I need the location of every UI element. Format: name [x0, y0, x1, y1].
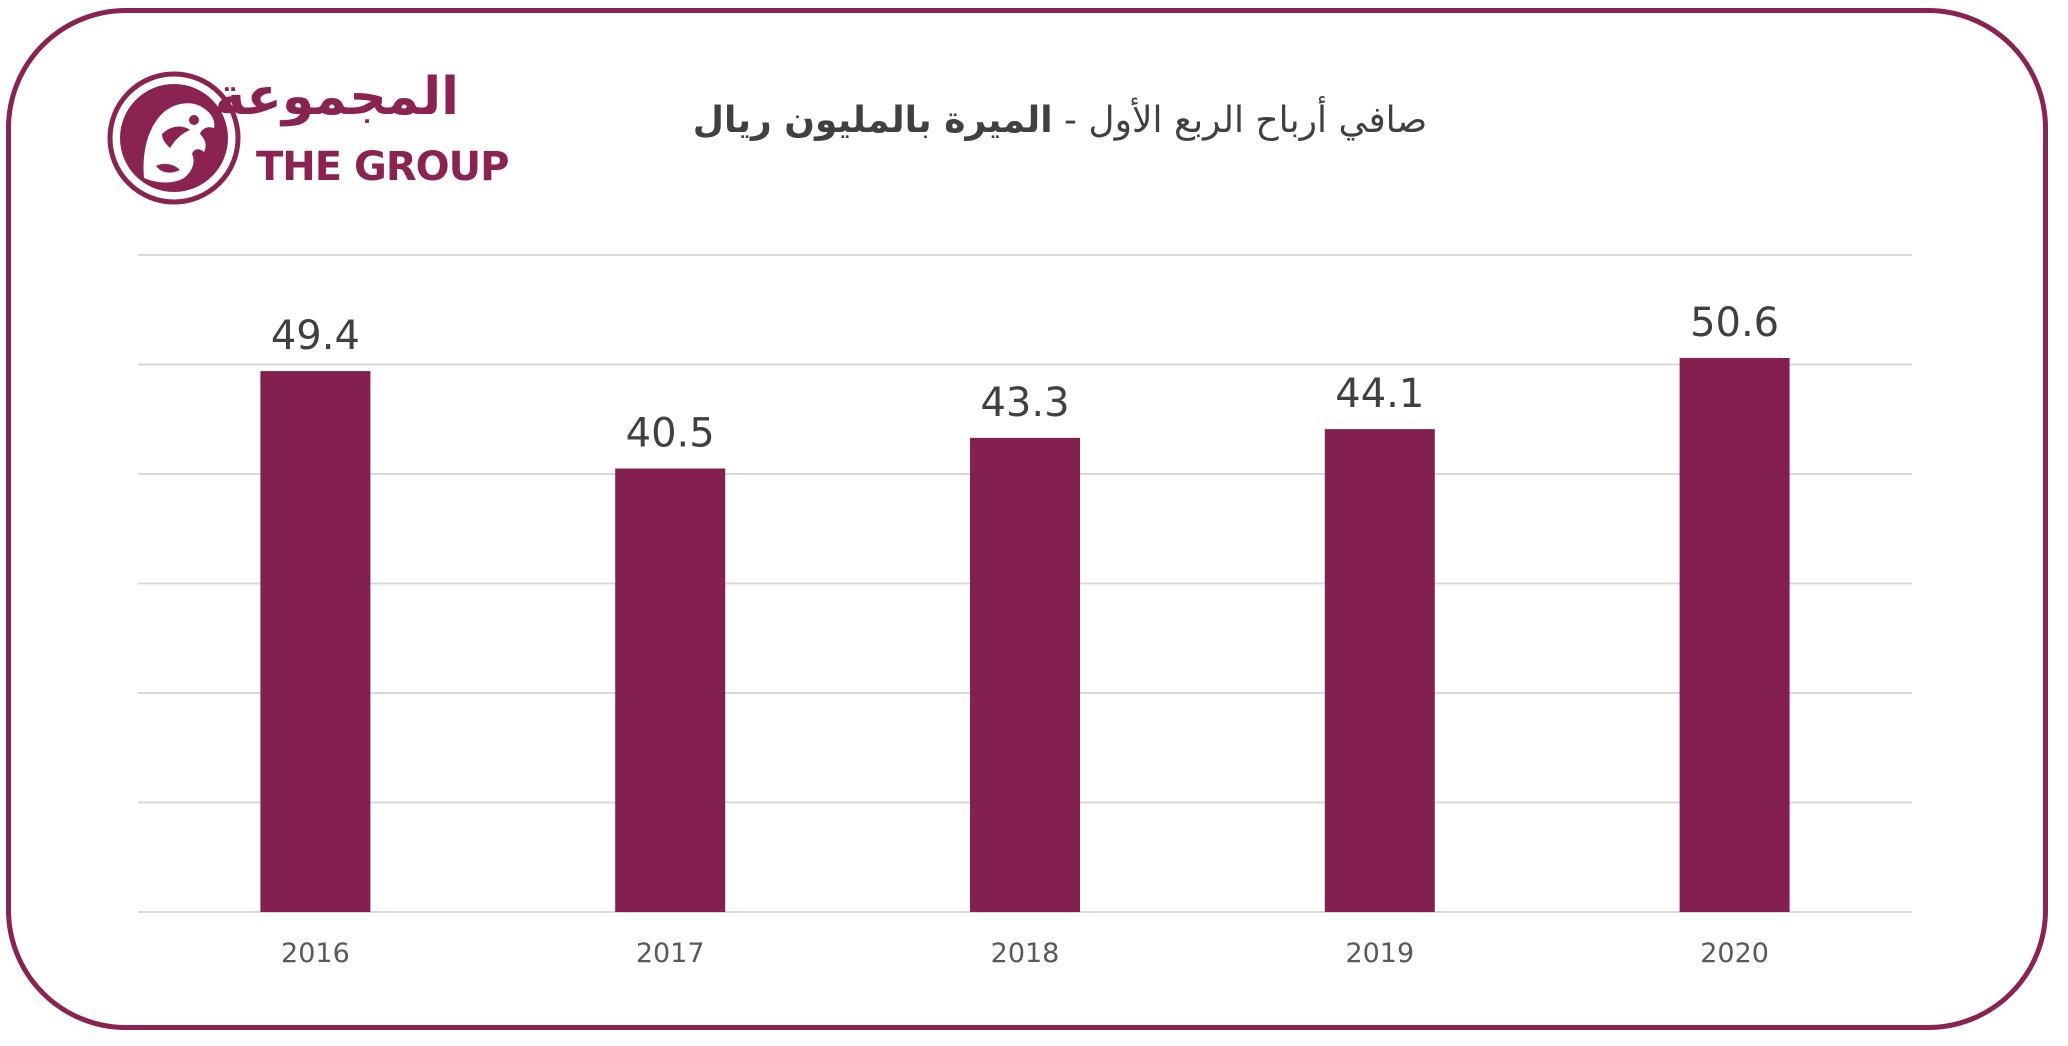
data-label-2016: 49.4 — [271, 313, 360, 359]
data-label-2018: 43.3 — [980, 380, 1069, 426]
chart-title-bold: الميرة بالمليون ريال — [692, 100, 1053, 141]
logo-arabic-name: المجموعة — [214, 67, 459, 127]
chart-title-regular: صافي أرباح الربع الأول - — [1052, 100, 1428, 141]
bar-2018 — [970, 437, 1080, 912]
bar-2019 — [1324, 429, 1435, 912]
x-tick-label-2020: 2020 — [1700, 938, 1769, 969]
x-tick-label-2018: 2018 — [991, 938, 1060, 969]
bar-2016 — [260, 371, 371, 912]
x-tick-label-2016: 2016 — [281, 938, 350, 969]
bar-2017 — [615, 468, 726, 912]
logo-english-name: THE GROUP — [256, 144, 509, 190]
x-tick-label-2019: 2019 — [1345, 938, 1414, 969]
data-label-2019: 44.1 — [1335, 371, 1424, 417]
company-logo: المجموعة THE GROUP — [104, 64, 509, 214]
data-label-2020: 50.6 — [1690, 300, 1779, 346]
falcon-emblem-icon — [107, 71, 241, 205]
x-tick-label-2017: 2017 — [636, 938, 705, 969]
chart-title: صافي أرباح الربع الأول - الميرة بالمليون… — [560, 96, 1560, 146]
data-label-2017: 40.5 — [626, 411, 715, 457]
bar-2020 — [1679, 357, 1790, 912]
